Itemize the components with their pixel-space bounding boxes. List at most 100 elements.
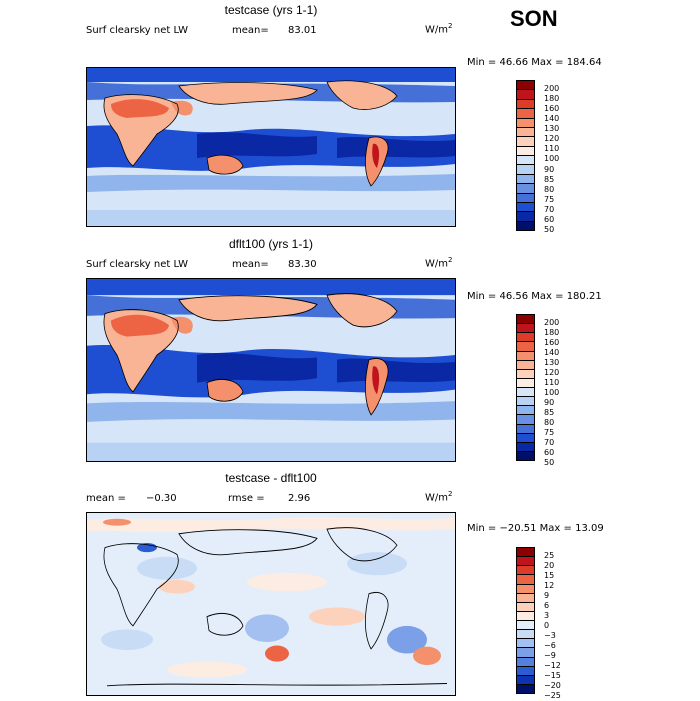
colorbar-swatch (517, 369, 534, 379)
panel-2-map (86, 278, 456, 462)
panel-3-rmse-value: 2.96 (288, 493, 311, 504)
panel-1-mean-label: mean= (232, 25, 269, 36)
colorbar-swatch (517, 593, 534, 603)
colorbar-tick-label: 12 (544, 581, 555, 590)
colorbar-tick-label: −20 (544, 681, 561, 690)
colorbar-swatch (517, 684, 534, 693)
panel-2-colorbar-labels: 200 180 160 140 130 120 110 100 90 85 80 75 70 60 50 (544, 318, 584, 467)
colorbar-tick-label: 200 (544, 318, 560, 327)
colorbar-swatch (517, 621, 534, 631)
colorbar-tick-label: −12 (544, 661, 561, 670)
colorbar-swatch (517, 602, 534, 612)
colorbar-swatch (517, 611, 534, 621)
colorbar-tick-label: 50 (544, 458, 555, 467)
colorbar-tick-label: 140 (544, 114, 560, 124)
panel-3-rmse-label: rmse = (228, 493, 265, 504)
colorbar-swatch (517, 557, 534, 567)
colorbar-swatch (517, 639, 534, 649)
colorbar-tick-label: 70 (544, 438, 555, 447)
colorbar-tick-label: 20 (544, 561, 555, 570)
panel-2-mean-label: mean= (232, 259, 269, 270)
colorbar-swatch (517, 415, 534, 425)
colorbar-tick-label: 180 (544, 94, 560, 104)
colorbar-swatch (517, 212, 534, 222)
panel-1-map-field (87, 68, 455, 226)
panel-2-mean-value: 83.30 (288, 259, 317, 270)
colorbar-tick-label: 140 (544, 348, 560, 357)
panel-1-min-max: Min = 46.66 Max = 184.64 (467, 57, 602, 68)
colorbar-tick-label: 90 (544, 164, 555, 174)
panel-2-field-name: Surf clearsky net LW (86, 259, 189, 270)
colorbar-tick-label: 75 (544, 194, 555, 204)
colorbar-swatch (517, 424, 534, 434)
colorbar-swatch (517, 324, 534, 334)
colorbar-tick-label: 160 (544, 338, 560, 347)
colorbar-tick-label: 3 (544, 611, 550, 620)
panel-1-mean-value: 83.01 (288, 25, 317, 36)
panel-2-title: dflt100 (yrs 1-1) (228, 237, 314, 251)
colorbar-swatch (517, 397, 534, 407)
colorbar-swatch (517, 137, 534, 147)
colorbar-tick-label: −25 (544, 691, 561, 700)
panel-2-map-field (87, 279, 455, 461)
colorbar-swatch (517, 333, 534, 343)
colorbar-tick-label: 6 (544, 601, 550, 610)
colorbar-tick-label: −3 (544, 631, 556, 640)
colorbar-tick-label: 70 (544, 204, 555, 214)
colorbar-swatch (517, 442, 534, 452)
panel-3-map-field (87, 513, 455, 695)
colorbar-swatch (517, 81, 534, 91)
colorbar-tick-label: 0 (544, 621, 550, 630)
colorbar-swatch (517, 548, 534, 558)
colorbar-tick-label: −9 (544, 651, 556, 660)
colorbar-swatch (517, 184, 534, 194)
colorbar-tick-label: −15 (544, 671, 561, 680)
panel-2-units: W/m2 (425, 256, 453, 270)
colorbar-swatch (517, 118, 534, 128)
colorbar-tick-label: 85 (544, 408, 555, 417)
colorbar-swatch (517, 406, 534, 416)
colorbar-swatch (517, 657, 534, 667)
panel-1-map (86, 67, 456, 227)
panel-1-field-name: Surf clearsky net LW (86, 25, 189, 36)
panel-3-units: W/m2 (425, 490, 453, 504)
colorbar-tick-label: 120 (544, 368, 560, 377)
colorbar-swatch (517, 584, 534, 594)
panel-3-mean-value: −0.30 (146, 493, 177, 504)
colorbar-tick-label: 90 (544, 398, 555, 407)
panel-1-title: testcase (yrs 1-1) (224, 3, 318, 17)
colorbar-tick-label: 200 (544, 84, 560, 93)
colorbar-swatch (517, 360, 534, 370)
panel-3-colorbar-labels: 25 20 15 12 9 6 3 0 −3 −6 −9 −12 −15 −20 −25 (544, 551, 584, 700)
colorbar-tick-label: 110 (544, 144, 560, 154)
panel-2-colorbar (516, 314, 535, 461)
colorbar-tick-label: 60 (544, 214, 555, 224)
colorbar-swatch (517, 388, 534, 398)
colorbar-swatch (517, 146, 534, 156)
colorbar-tick-label: 25 (544, 551, 555, 560)
colorbar-swatch (517, 351, 534, 361)
colorbar-tick-label: 100 (544, 154, 560, 164)
colorbar-swatch (517, 202, 534, 213)
colorbar-swatch (517, 165, 534, 175)
colorbar-tick-label: 9 (544, 591, 550, 600)
panel-3-colorbar (516, 547, 535, 694)
colorbar-tick-label: −6 (544, 641, 556, 650)
colorbar-tick-label: 15 (544, 571, 555, 580)
colorbar-tick-label: 180 (544, 328, 560, 337)
colorbar-swatch (517, 174, 534, 185)
colorbar-swatch (517, 342, 534, 352)
colorbar-tick-label: 80 (544, 184, 555, 194)
colorbar-swatch (517, 378, 534, 388)
colorbar-swatch (517, 451, 534, 460)
colorbar-tick-label: 130 (544, 358, 560, 367)
colorbar-swatch (517, 648, 534, 658)
colorbar-tick-label: 85 (544, 174, 555, 184)
colorbar-swatch (517, 109, 534, 119)
panel-2-min-max: Min = 46.56 Max = 180.21 (467, 291, 602, 302)
colorbar-swatch (517, 666, 534, 676)
panel-3-title: testcase - dflt100 (225, 471, 317, 485)
colorbar-swatch (517, 675, 534, 685)
colorbar-tick-label: 50 (544, 224, 555, 234)
colorbar-swatch (517, 575, 534, 585)
